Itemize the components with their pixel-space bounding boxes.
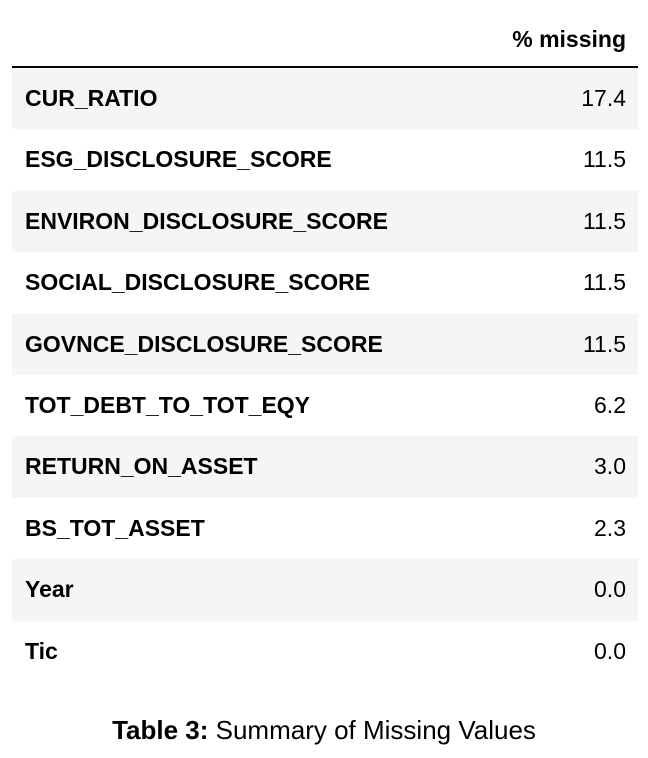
row-label: CUR_RATIO (25, 85, 158, 111)
table-row: RETURN_ON_ASSET 3.0 (12, 436, 638, 498)
row-value: 11.5 (582, 207, 626, 234)
row-label: GOVNCE_DISCLOSURE_SCORE (25, 330, 383, 357)
table-row: CUR_RATIO 17.4 (12, 68, 638, 130)
caption-text: Summary of Missing Values (215, 715, 536, 745)
row-value: 3.0 (594, 453, 626, 480)
row-label: BS_TOT_ASSET (25, 514, 205, 541)
table-row: GOVNCE_DISCLOSURE_SCORE 11.5 (12, 313, 638, 375)
row-label: ENVIRON_DISCLOSURE_SCORE (25, 207, 388, 234)
row-value: 11.5 (582, 146, 626, 173)
row-label: TOT_DEBT_TO_TOT_EQY (25, 391, 311, 418)
row-label: ESG_DISCLOSURE_SCORE (25, 146, 332, 173)
table-row: Tic 0.0 (12, 621, 638, 682)
table-caption: Table 3: Summary of Missing Values (0, 714, 648, 746)
row-value: 11.5 (582, 269, 626, 296)
missing-values-table: % missing CUR_RATIO 17.4 ESG_DISCLOSURE_… (12, 10, 638, 682)
row-value: 6.2 (594, 391, 626, 418)
row-value: 2.3 (594, 514, 626, 541)
row-value: 0.0 (594, 576, 626, 603)
row-label: Year (25, 576, 74, 603)
table-row: Year 0.0 (12, 559, 638, 621)
caption-label: Table 3: (112, 715, 209, 745)
row-value: 11.5 (582, 330, 626, 357)
row-label: SOCIAL_DISCLOSURE_SCORE (25, 269, 371, 296)
row-value: 17.4 (581, 85, 626, 111)
table-row: SOCIAL_DISCLOSURE_SCORE 11.5 (12, 252, 638, 313)
table-row: ENVIRON_DISCLOSURE_SCORE 11.5 (12, 190, 638, 253)
row-value: 0.0 (594, 637, 626, 664)
table-header-row: % missing (12, 10, 638, 68)
row-label: Tic (25, 637, 58, 664)
table-row: BS_TOT_ASSET 2.3 (12, 498, 638, 559)
row-label: RETURN_ON_ASSET (25, 453, 258, 480)
column-header-percent-missing: % missing (512, 26, 626, 52)
table-row: ESG_DISCLOSURE_SCORE 11.5 (12, 129, 638, 190)
table-row: TOT_DEBT_TO_TOT_EQY 6.2 (12, 375, 638, 436)
